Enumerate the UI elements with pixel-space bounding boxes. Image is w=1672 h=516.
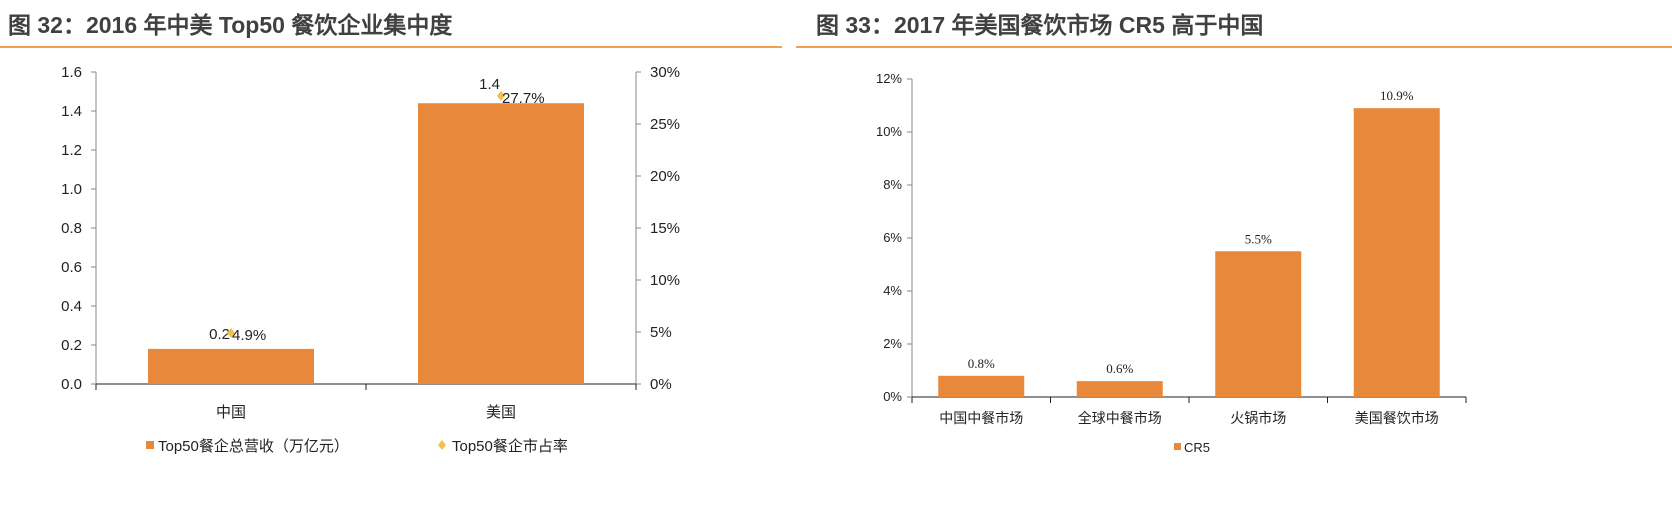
legend-swatch-marker	[438, 440, 446, 450]
bar	[1353, 108, 1440, 398]
y-tick-label: 1.4	[61, 103, 82, 120]
bar-data-label: 5.5%	[1245, 231, 1272, 246]
chart-title-left: 图 32：2016 年中美 Top50 餐饮企业集中度	[8, 12, 453, 38]
legend-swatch-bar	[146, 441, 154, 449]
legend-swatch	[1174, 443, 1181, 450]
y2-tick-label: 10%	[650, 272, 680, 289]
y2-tick-label: 0%	[650, 376, 672, 393]
title-divider-right	[796, 46, 1672, 48]
x-tick-label: 美国	[486, 404, 516, 421]
bar	[1215, 251, 1302, 397]
y2-tick-label: 25%	[650, 116, 680, 133]
y-tick-label: 10%	[876, 124, 902, 139]
share-marker	[227, 328, 235, 339]
y-tick-label: 0.6	[61, 259, 82, 276]
x-tick-label: 中国中餐市场	[939, 410, 1023, 426]
y-tick-label: 1.2	[61, 142, 82, 159]
y-tick-label: 12%	[876, 71, 902, 86]
bar-data-label: 10.9%	[1380, 88, 1414, 103]
share-marker	[497, 90, 505, 101]
bar	[418, 103, 584, 384]
share-data-label: 4.9%	[232, 327, 266, 344]
bar-data-label: 0.2	[209, 326, 230, 343]
bar-data-label: 0.8%	[968, 356, 995, 371]
legend-label: CR5	[1184, 440, 1210, 455]
bar	[938, 375, 1025, 397]
y-tick-label: 0.4	[61, 298, 82, 315]
y-tick-label: 4%	[883, 283, 902, 298]
bar-data-label: 1.4	[479, 76, 500, 93]
x-tick-label: 火锅市场	[1230, 410, 1286, 426]
legend-label-marker: Top50餐企市占率	[452, 437, 568, 455]
y-tick-label: 1.0	[61, 181, 82, 198]
share-data-label: 27.7%	[502, 90, 545, 107]
x-tick-label: 全球中餐市场	[1078, 410, 1162, 426]
x-tick-label: 中国	[216, 404, 246, 421]
y-tick-label: 0.0	[61, 376, 82, 393]
y-tick-label: 0%	[883, 389, 902, 404]
y-tick-label: 8%	[883, 177, 902, 192]
y-tick-label: 0.2	[61, 337, 82, 354]
bar-data-label: 0.6%	[1106, 361, 1133, 376]
y2-tick-label: 30%	[650, 64, 680, 81]
bar	[148, 348, 314, 384]
y2-tick-label: 15%	[650, 220, 680, 237]
y-tick-label: 6%	[883, 230, 902, 245]
x-tick-label: 美国餐饮市场	[1355, 410, 1439, 426]
chart-title-right: 图 33：2017 年美国餐饮市场 CR5 高于中国	[816, 12, 1264, 38]
title-divider-left	[0, 46, 782, 48]
y-tick-label: 0.8	[61, 220, 82, 237]
bar	[1076, 381, 1163, 397]
legend-label-bar: Top50餐企总营收（万亿元）	[158, 437, 349, 455]
y2-tick-label: 5%	[650, 324, 672, 341]
y-tick-label: 2%	[883, 336, 902, 351]
y2-tick-label: 20%	[650, 168, 680, 185]
y-tick-label: 1.6	[61, 64, 82, 81]
